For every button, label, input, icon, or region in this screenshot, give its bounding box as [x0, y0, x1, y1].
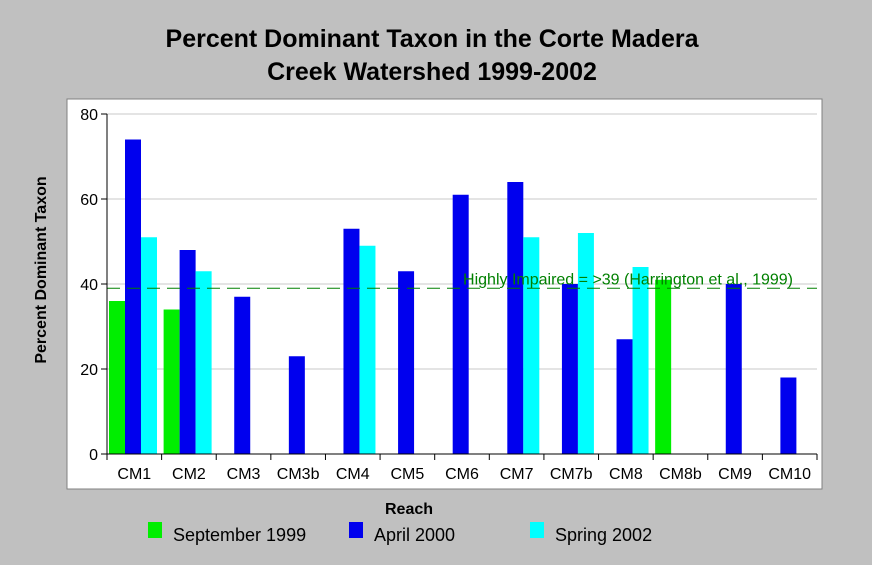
x-axis-label: Reach [385, 501, 433, 518]
y-axis-label: Percent Dominant Taxon [33, 176, 50, 363]
chart-title-line-2: Creek Watershed 1999-2002 [267, 58, 597, 86]
bar-CM8-1 [616, 339, 633, 454]
x-tick-label-CM5: CM5 [390, 466, 424, 483]
bar-CM2-0 [163, 309, 180, 454]
x-tick-label-CM8: CM8 [609, 466, 643, 483]
bar-CM8-2 [632, 267, 649, 454]
bar-CM3b-1 [288, 356, 305, 454]
bar-CM1-2 [141, 237, 157, 454]
bar-CM7b-1 [561, 284, 578, 454]
legend-label-2: Spring 2002 [555, 525, 652, 545]
bar-CM7-1 [507, 182, 524, 454]
bar-CM6-1 [452, 194, 469, 454]
x-tick-label-CM9: CM9 [718, 466, 752, 483]
x-tick-label-CM10: CM10 [768, 466, 811, 483]
legend: September 1999 April 2000 Spring 2002 [148, 522, 652, 545]
y-tick-label-80: 80 [80, 107, 98, 124]
bar-CM8b-0 [655, 279, 672, 454]
bar-CM10-1 [780, 377, 797, 454]
bar-CM4-2 [359, 245, 376, 454]
x-tick-label-CM8b: CM8b [659, 466, 702, 483]
bar-CM1-0 [109, 301, 125, 454]
bar-CM7-2 [523, 237, 540, 454]
y-tick-label-40: 40 [80, 277, 98, 294]
bar-CM2-2 [195, 271, 212, 454]
bar-CM1-1 [125, 139, 141, 454]
legend-label-0: September 1999 [173, 525, 306, 545]
reference-line-label: Highly Impaired = >39 (Harrington et al.… [463, 271, 793, 288]
x-tick-label-CM3: CM3 [227, 466, 261, 483]
axes: 0 20 40 60 80 CM1 CM2 CM3 CM3b CM4 CM5 CM6 CM7 CM7b CM… [80, 107, 818, 483]
x-tick-label-CM7b: CM7b [550, 466, 593, 483]
x-tick-label-CM1: CM1 [117, 466, 151, 483]
y-tick-label-60: 60 [80, 192, 98, 209]
bar-CM9-1 [725, 284, 742, 454]
x-tick-label-CM6: CM6 [445, 466, 479, 483]
x-tick-label-CM7: CM7 [500, 466, 534, 483]
x-tick-label-CM4: CM4 [336, 466, 370, 483]
bar-CM3-1 [234, 296, 251, 454]
legend-swatch-1 [349, 522, 363, 538]
bar-CM2-1 [179, 250, 196, 454]
x-tick-label-CM3b: CM3b [277, 466, 320, 483]
x-tick-label-CM2: CM2 [172, 466, 206, 483]
bar-CM4-1 [343, 228, 360, 454]
legend-swatch-0 [148, 522, 162, 538]
y-tick-label-0: 0 [89, 447, 98, 464]
legend-label-1: April 2000 [374, 525, 455, 545]
chart-title-line-1: Percent Dominant Taxon in the Corte Made… [166, 25, 700, 53]
bars [109, 139, 797, 454]
y-tick-label-20: 20 [80, 362, 98, 379]
bar-CM7b-2 [577, 233, 594, 454]
bar-CM5-1 [398, 271, 415, 454]
reference-line-group: Highly Impaired = >39 (Harrington et al.… [107, 271, 817, 289]
legend-swatch-2 [530, 522, 544, 538]
